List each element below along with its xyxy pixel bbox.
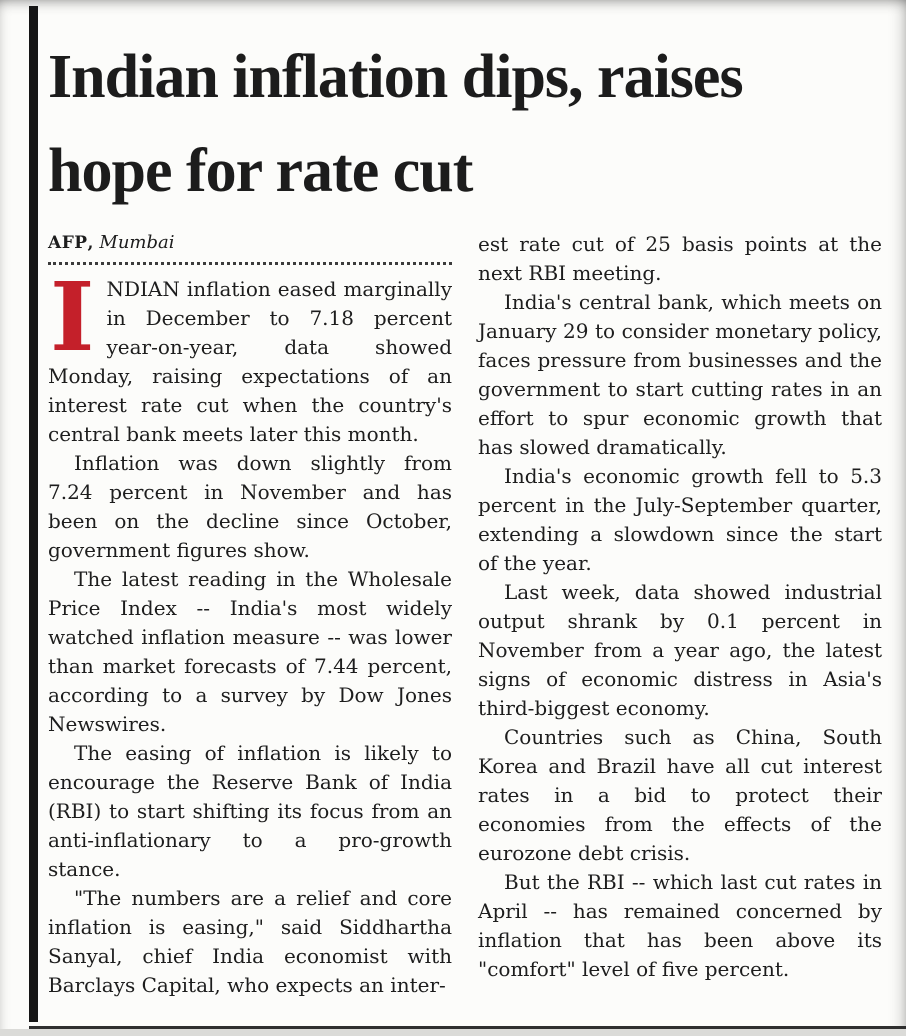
- bottom-edge-shade: [0, 1029, 906, 1036]
- lead-paragraph-text: NDIAN inflation eased marginally in Dece…: [48, 277, 452, 446]
- article-paragraph: India's economic growth fell to 5.3 perc…: [478, 464, 882, 575]
- headline-line-1: Indian inflation dips, raises: [48, 43, 744, 111]
- byline-separator: ,: [87, 233, 100, 253]
- article-paragraph: Inflation was down slightly from 7.24 pe…: [48, 451, 452, 562]
- left-column-paragraphs: Inflation was down slightly from 7.24 pe…: [48, 449, 452, 1000]
- left-edge-rule: [29, 6, 38, 1022]
- article-paragraph: Countries such as China, South Korea and…: [478, 725, 882, 865]
- right-column: est rate cut of 25 basis points at the n…: [478, 230, 882, 1000]
- article-paragraph: But the RBI -- which last cut rates in A…: [478, 870, 882, 981]
- byline-agency: AFP: [48, 233, 88, 253]
- left-column: AFP, Mumbai I NDIAN inflation eased margi…: [48, 230, 452, 1000]
- dotted-divider: [48, 262, 452, 265]
- byline-location: Mumbai: [99, 232, 175, 253]
- article-paragraph: India's central bank, which meets on Jan…: [478, 290, 882, 459]
- byline: AFP, Mumbai: [48, 230, 452, 256]
- headline: Indian inflation dips, raises hope for r…: [48, 30, 882, 218]
- headline-line-2: hope for rate cut: [48, 137, 473, 205]
- lead-paragraph: I NDIAN inflation eased marginally in Dec…: [48, 262, 452, 449]
- article: Indian inflation dips, raises hope for r…: [48, 30, 882, 1000]
- right-column-paragraphs: est rate cut of 25 basis points at the n…: [478, 230, 882, 984]
- article-paragraph: Last week, data showed industrial output…: [478, 580, 882, 720]
- bottom-rule: [29, 1026, 906, 1029]
- drop-cap: I: [50, 262, 95, 373]
- article-paragraph: The latest reading in the Wholesale Pric…: [48, 567, 452, 736]
- article-paragraph: est rate cut of 25 basis points at the n…: [478, 232, 882, 285]
- article-paragraph: "The numbers are a relief and core infla…: [48, 886, 452, 997]
- article-paragraph: The easing of inflation is likely to enc…: [48, 741, 452, 881]
- article-columns: AFP, Mumbai I NDIAN inflation eased margi…: [48, 230, 882, 1000]
